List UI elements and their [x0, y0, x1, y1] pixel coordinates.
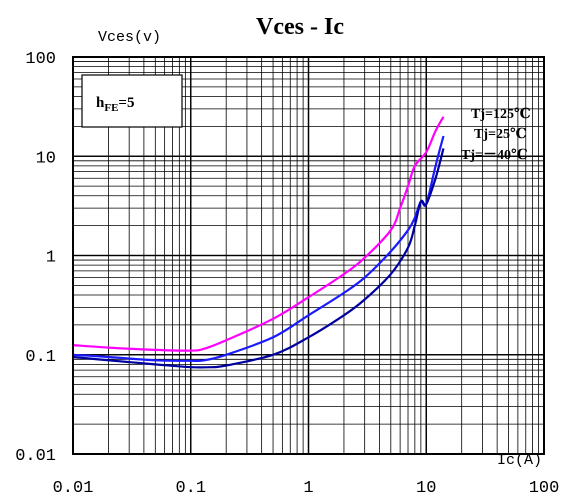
y-tick-label: 0.1	[25, 348, 56, 367]
x-tick-label: 1	[303, 479, 313, 498]
x-tick-label: 10	[416, 479, 436, 498]
series-line-3	[72, 148, 445, 369]
y-axis-label: Vces(v)	[98, 29, 161, 46]
chart-title: Vces - Ic	[256, 14, 344, 40]
x-tick-label: 0.01	[53, 479, 94, 498]
condition-value: =5	[118, 95, 134, 111]
plot-frame	[72, 56, 545, 455]
series-label-2: Tj=25℃	[474, 127, 527, 142]
series-curves	[72, 116, 445, 369]
condition-label: hFE=5	[96, 95, 134, 114]
y-tick-label: 1	[46, 249, 56, 268]
condition-main: h	[96, 95, 105, 111]
grid	[72, 56, 545, 455]
y-tick-label: 100	[25, 50, 56, 69]
tick-labels: 0.01 0.1 1 10 100 100 10 1 0.1 0.01	[15, 50, 559, 498]
series-labels: Tj=125℃ Tj=25℃ Tj=－40℃	[461, 107, 531, 163]
series-label-3: Tj=－40℃	[461, 148, 528, 163]
y-tick-label: 10	[36, 149, 56, 168]
x-tick-label: 100	[529, 479, 560, 498]
condition-box: hFE=5	[81, 74, 183, 128]
y-tick-label: 0.01	[15, 447, 56, 466]
series-line-1	[72, 116, 445, 352]
condition-sub: FE	[104, 102, 118, 114]
x-axis-label: Ic(A)	[497, 452, 542, 469]
series-label-1: Tj=125℃	[471, 107, 531, 122]
condition-box-frame	[81, 74, 183, 128]
x-tick-label: 0.1	[175, 479, 206, 498]
